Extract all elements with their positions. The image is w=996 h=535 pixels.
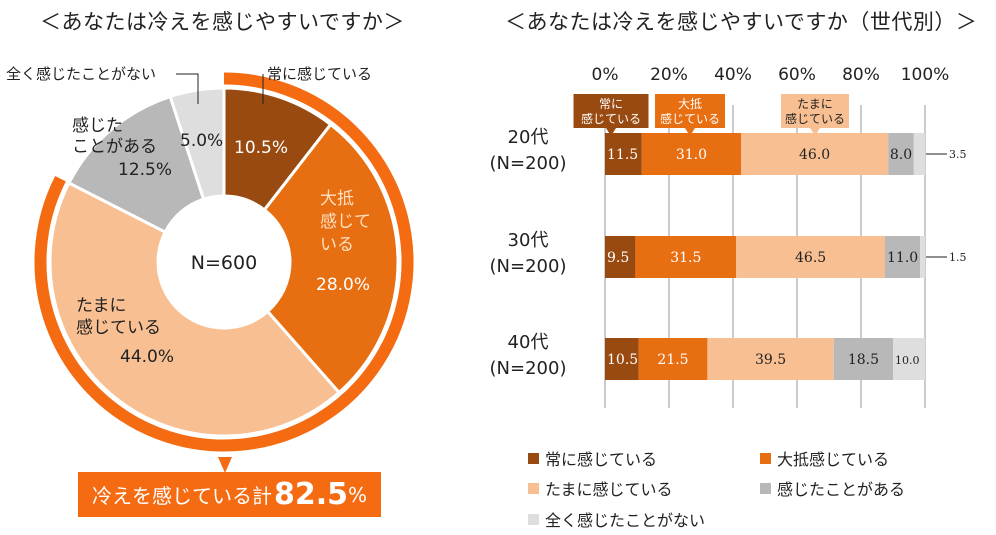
bar-data-label: 31.5 — [670, 250, 701, 266]
total-pointer — [218, 457, 232, 473]
value-label-occasional: 12.5% — [118, 160, 172, 180]
legend-swatch — [528, 513, 539, 525]
callout-label: 常に感じている — [581, 97, 641, 126]
legend-swatch — [528, 452, 539, 464]
bar-segment — [605, 338, 639, 380]
bar-data-label: 10.5 — [607, 352, 638, 368]
legend-item: 大抵感じている — [760, 446, 889, 470]
row-category-label: 30代(N=200) — [490, 230, 567, 277]
bar-data-label: 10.0 — [895, 354, 920, 367]
bar-segment — [635, 236, 737, 278]
total-value: 82.5 — [273, 477, 348, 512]
legend-label: たまに感じている — [545, 480, 673, 499]
bar-segment — [920, 236, 925, 278]
bar-data-label: 8.0 — [890, 147, 912, 163]
bar-segment — [707, 338, 834, 380]
callout-label: 大抵感じている — [660, 97, 720, 126]
legend-swatch — [528, 482, 539, 494]
value-label-never: 5.0% — [180, 131, 223, 151]
donut-chart-title: ＜あなたは冷えを感じやすいですか＞ — [40, 10, 405, 34]
bar-chart-title: ＜あなたは冷えを感じやすいですか（世代別）＞ — [505, 10, 978, 34]
value-label-sometimes: 44.0% — [120, 347, 174, 367]
value-label-mostly: 28.0% — [316, 275, 370, 295]
legend-swatch — [760, 452, 771, 464]
callout-pointer — [810, 128, 820, 136]
slice-label-mostly: 大抵感じている — [320, 189, 371, 255]
callout-box — [781, 94, 849, 128]
x-tick-label: 20% — [650, 65, 688, 85]
donut-slice — [168, 86, 226, 202]
bar-data-label: 18.5 — [848, 352, 879, 368]
bar-segment — [888, 133, 914, 175]
legend-label: 感じたことがある — [777, 480, 906, 499]
total-badge: 冷えを感じている計 82.5 % — [78, 472, 381, 517]
donut-slice — [66, 94, 206, 235]
slice-label-sometimes: たまに感じている — [76, 296, 161, 338]
bar-data-label: 39.5 — [755, 352, 786, 368]
bar-data-label: 11.5 — [607, 147, 638, 163]
legend-item: 全く感じたことがない — [528, 507, 705, 531]
cold-total-arc — [34, 72, 414, 452]
legend-label: 常に感じている — [545, 450, 658, 469]
row-category-label: 40代(N=200) — [490, 332, 567, 379]
slice-label-never: 全く感じたことがない — [6, 65, 156, 83]
bar-segment — [741, 133, 889, 175]
legend-label: 全く感じたことがない — [545, 511, 706, 530]
slice-label-occasional: 感じたことがある — [72, 116, 157, 157]
bar-data-label: 46.5 — [795, 250, 826, 266]
callout-box — [655, 94, 725, 128]
bar-segment — [605, 133, 642, 175]
total-label: 冷えを感じている計 — [91, 484, 272, 508]
bar-data-label: 9.5 — [607, 250, 629, 266]
callout-pointer — [606, 128, 616, 136]
bar-data-label: 46.0 — [799, 147, 830, 163]
callout-box — [573, 94, 649, 128]
bar-segment — [638, 338, 708, 380]
bar-data-label: 3.5 — [949, 148, 967, 161]
donut-center-label: N=600 — [191, 252, 257, 274]
bar-segment — [605, 236, 636, 278]
bar-data-label: 11.0 — [887, 250, 918, 266]
callout-label: たまに感じている — [785, 97, 845, 126]
bar-segment — [736, 236, 885, 278]
legend-item: たまに感じている — [528, 476, 673, 500]
total-unit: % — [348, 482, 368, 507]
bar-data-label: 1.5 — [949, 251, 967, 264]
bar-segment — [833, 338, 893, 380]
callout-pointer — [685, 128, 695, 136]
x-tick-label: 0% — [592, 65, 619, 85]
x-tick-label: 100% — [901, 65, 950, 85]
legend-item: 常に感じている — [528, 446, 657, 470]
bar-segment — [885, 236, 921, 278]
x-tick-label: 60% — [778, 65, 816, 85]
donut-slice — [262, 122, 400, 395]
leader-line-never — [176, 73, 199, 104]
legend-swatch — [760, 482, 771, 494]
bar-data-label: 31.0 — [676, 147, 707, 163]
donut-slice — [48, 180, 342, 438]
x-tick-label: 80% — [842, 65, 880, 85]
bar-segment — [641, 133, 741, 175]
bar-data-label: 21.5 — [657, 352, 688, 368]
legend-label: 大抵感じている — [777, 450, 890, 469]
row-category-label: 20代(N=200) — [490, 127, 567, 174]
bar-segment — [893, 338, 925, 380]
legend-item: 感じたことがある — [760, 476, 905, 500]
bar-segment — [913, 133, 925, 175]
value-label-always: 10.5% — [234, 138, 288, 158]
slice-label-always: 常に感じている — [267, 65, 372, 83]
x-tick-label: 40% — [714, 65, 752, 85]
